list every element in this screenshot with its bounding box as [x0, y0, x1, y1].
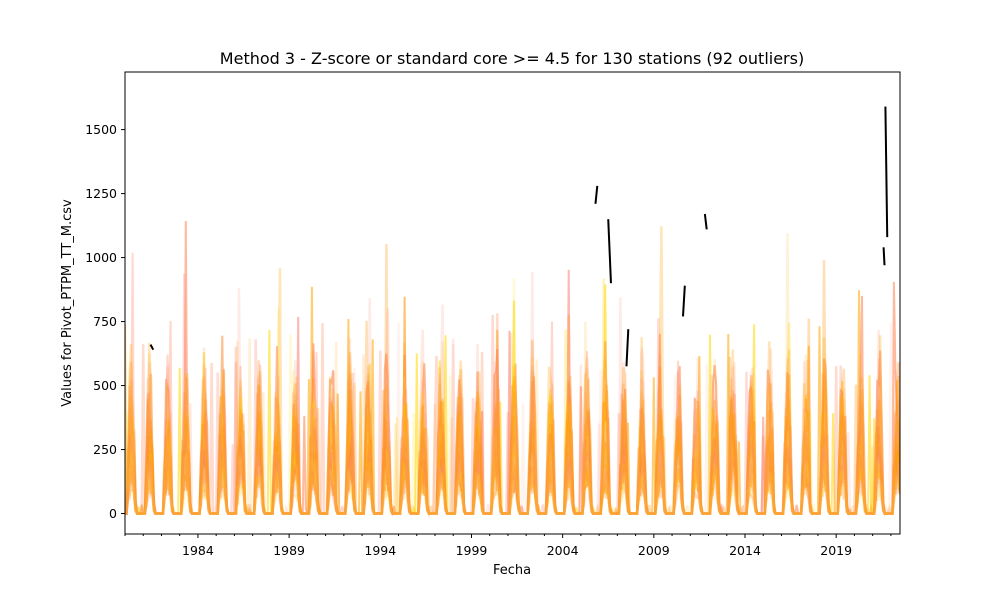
station-series-line — [125, 322, 900, 515]
station-series-line — [125, 313, 900, 515]
outlier-segment — [682, 285, 686, 317]
outlier-segment — [607, 219, 612, 284]
outlier-segment — [882, 247, 886, 266]
station-series-line — [125, 278, 900, 515]
station-series-line — [125, 323, 900, 515]
x-tick-label: 1984 — [182, 543, 214, 558]
y-tick-label: 0 — [109, 506, 117, 521]
axes-frame — [124, 71, 901, 535]
station-series-line — [125, 297, 900, 515]
station-series-line — [125, 332, 900, 515]
station-series-line — [125, 244, 900, 515]
y-tick-label: 1500 — [85, 122, 117, 137]
station-series-line — [125, 233, 900, 515]
station-series-line — [125, 318, 900, 515]
x-axis-label: Fecha — [493, 563, 531, 578]
y-tick-label: 500 — [93, 378, 117, 393]
y-tick-label: 750 — [93, 314, 117, 329]
outlier-segment — [149, 344, 155, 351]
x-axis-ticks: 1984 1989 1994 1999 2004 2009 2014 2019 — [124, 534, 892, 558]
station-series-line — [125, 287, 900, 519]
x-tick-label: 2019 — [820, 543, 852, 558]
station-series-line — [125, 307, 900, 519]
station-series-line — [125, 308, 900, 515]
station-series-line — [125, 321, 900, 515]
y-axis-ticks: 0 250 500 750 1000 1250 1500 — [85, 122, 125, 521]
x-tick-label: 1989 — [273, 543, 305, 558]
y-axis-label: Values for Pivot_PTPM_TT_M.csv — [60, 199, 75, 407]
chart-title: Method 3 - Z-score or standard core >= 4… — [220, 49, 804, 68]
y-tick-label: 250 — [93, 442, 117, 457]
y-tick-label: 1000 — [85, 250, 117, 265]
station-series-line — [125, 273, 900, 515]
outlier-segment — [594, 185, 599, 204]
plot-area — [125, 106, 900, 519]
station-series-line — [125, 278, 900, 515]
station-series-line — [125, 271, 900, 519]
x-tick-label: 2004 — [547, 543, 579, 558]
x-tick-label: 2014 — [729, 543, 761, 558]
station-series-line — [125, 226, 900, 515]
y-tick-label: 1250 — [85, 186, 117, 201]
x-tick-label: 2009 — [638, 543, 670, 558]
station-series-line — [125, 314, 900, 515]
x-tick-label: 1999 — [456, 543, 488, 558]
x-tick-label: 1994 — [364, 543, 396, 558]
outlier-segment — [625, 329, 630, 367]
outlier-segment — [703, 213, 708, 230]
station-series-line — [125, 259, 900, 519]
outlier-segment — [884, 106, 889, 238]
